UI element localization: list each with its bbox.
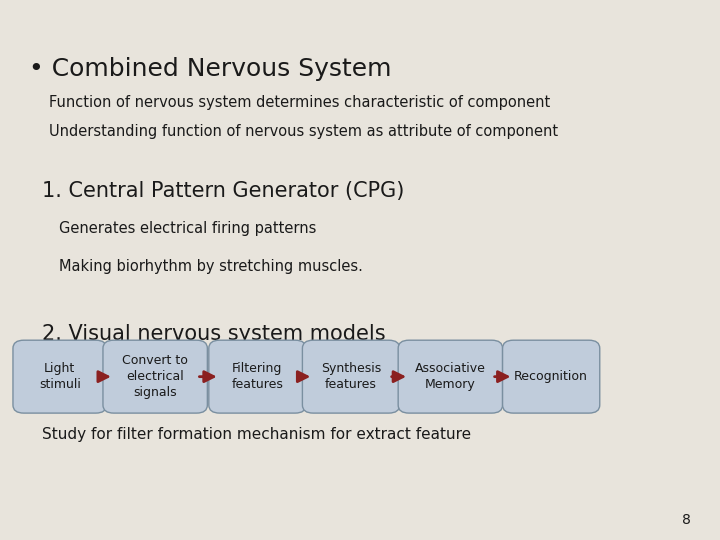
Text: 2. Visual nervous system models: 2. Visual nervous system models — [42, 324, 385, 344]
Text: Study for filter formation mechanism for extract feature: Study for filter formation mechanism for… — [42, 427, 471, 442]
Text: Light
stimuli: Light stimuli — [39, 362, 81, 391]
Text: Function of nervous system determines characteristic of component: Function of nervous system determines ch… — [49, 94, 550, 110]
FancyBboxPatch shape — [209, 340, 306, 413]
Text: Associative
Memory: Associative Memory — [415, 362, 486, 391]
FancyBboxPatch shape — [503, 340, 600, 413]
Text: Synthesis
features: Synthesis features — [321, 362, 381, 391]
FancyBboxPatch shape — [398, 340, 503, 413]
Text: Making biorhythm by stretching muscles.: Making biorhythm by stretching muscles. — [59, 259, 363, 274]
FancyBboxPatch shape — [103, 340, 207, 413]
FancyBboxPatch shape — [302, 340, 400, 413]
Text: Recognition: Recognition — [514, 370, 588, 383]
FancyBboxPatch shape — [13, 340, 107, 413]
Text: Understanding function of nervous system as attribute of component: Understanding function of nervous system… — [49, 124, 558, 139]
Text: Convert to
electrical
signals: Convert to electrical signals — [122, 354, 188, 399]
Text: • Combined Nervous System: • Combined Nervous System — [29, 57, 391, 80]
Text: 8: 8 — [683, 512, 691, 526]
Text: 1. Central Pattern Generator (CPG): 1. Central Pattern Generator (CPG) — [42, 181, 404, 201]
Text: Filtering
features: Filtering features — [231, 362, 284, 391]
Text: Generates electrical firing patterns: Generates electrical firing patterns — [59, 221, 316, 237]
